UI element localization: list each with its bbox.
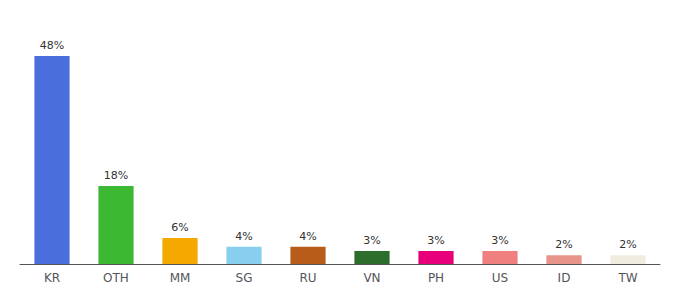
svg-text:4%: 4%	[299, 230, 316, 243]
svg-text:18%: 18%	[104, 169, 128, 182]
svg-text:2%: 2%	[555, 238, 572, 251]
svg-text:4%: 4%	[235, 230, 252, 243]
svg-text:SG: SG	[236, 271, 253, 285]
svg-text:PH: PH	[428, 271, 444, 285]
svg-text:6%: 6%	[171, 221, 188, 234]
svg-text:MM: MM	[170, 271, 191, 285]
svg-text:OTH: OTH	[103, 271, 129, 285]
svg-text:RU: RU	[299, 271, 316, 285]
svg-text:KR: KR	[44, 271, 60, 285]
svg-text:VN: VN	[363, 271, 380, 285]
svg-text:2%: 2%	[619, 238, 636, 251]
svg-text:3%: 3%	[363, 234, 380, 247]
svg-text:US: US	[492, 271, 508, 285]
svg-text:48%: 48%	[40, 39, 64, 52]
svg-text:3%: 3%	[491, 234, 508, 247]
svg-text:ID: ID	[558, 271, 571, 285]
svg-text:TW: TW	[617, 271, 637, 285]
svg-text:3%: 3%	[427, 234, 444, 247]
